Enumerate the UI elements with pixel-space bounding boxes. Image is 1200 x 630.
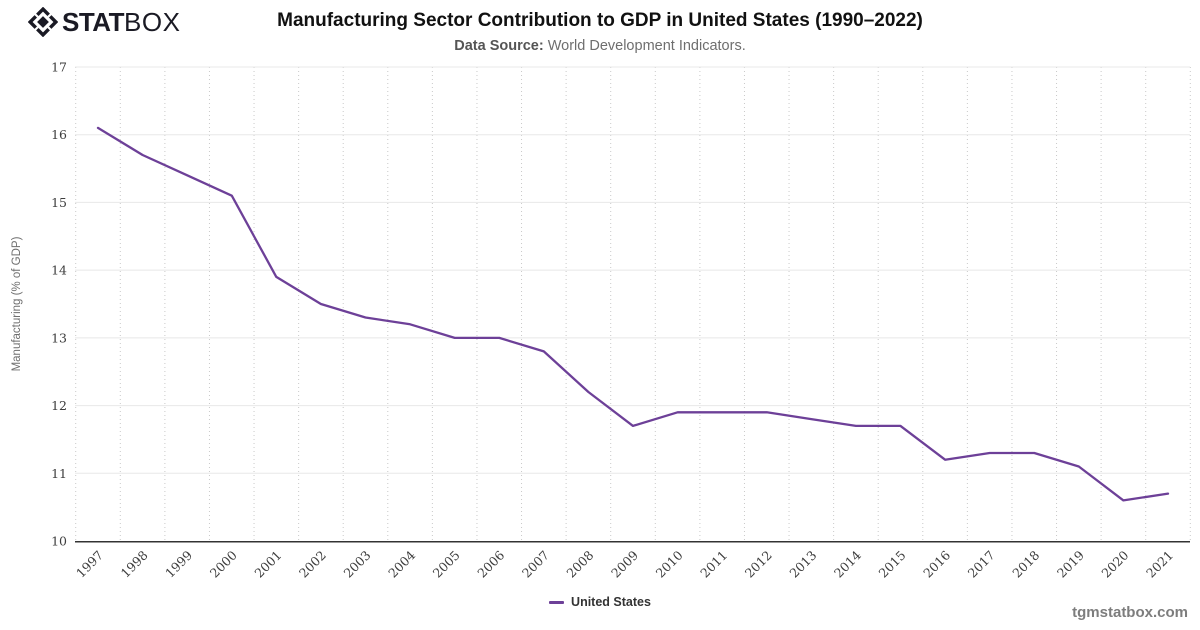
legend: United States — [0, 595, 1200, 609]
x-tick-label: 2012 — [742, 548, 775, 581]
y-tick-label: 11 — [51, 466, 67, 481]
x-tick-label: 2010 — [653, 547, 686, 580]
legend-series-label: United States — [571, 595, 651, 609]
x-tick-label: 2007 — [519, 547, 552, 580]
x-tick-label: 2014 — [831, 547, 864, 580]
x-tick-label: 2003 — [341, 547, 374, 580]
x-tick-label: 1999 — [162, 547, 195, 580]
logo-stat-text: STAT — [62, 7, 125, 37]
x-tick-label: 1998 — [118, 547, 151, 580]
data-source-value: World Development Indicators. — [547, 38, 746, 54]
x-tick-label: 2001 — [251, 548, 284, 581]
legend-line-swatch — [549, 600, 565, 604]
x-tick-label: 2002 — [296, 548, 329, 581]
x-tick-label: 2011 — [697, 548, 730, 581]
x-tick-label: 2004 — [385, 547, 418, 580]
x-tick-label: 2008 — [563, 547, 596, 580]
x-tick-label: 2000 — [207, 547, 240, 580]
chart-subtitle: Data Source: World Development Indicator… — [0, 38, 1200, 54]
x-tick-label: 2013 — [786, 547, 819, 580]
x-tick-label: 2015 — [876, 548, 909, 581]
statbox-diamond-icon — [28, 7, 58, 37]
y-tick-label: 17 — [51, 60, 67, 75]
x-tick-label: 2016 — [920, 547, 953, 580]
x-tick-label: 2017 — [965, 547, 998, 580]
chart-header: Manufacturing Sector Contribution to GDP… — [0, 0, 1200, 54]
y-tick-label: 15 — [51, 195, 67, 210]
chart-title: Manufacturing Sector Contribution to GDP… — [277, 10, 923, 31]
statbox-logo: STATBOX — [28, 7, 180, 37]
x-tick-label: 2005 — [430, 548, 463, 581]
logo-wordmark: STATBOX — [62, 7, 180, 37]
y-tick-label: 12 — [51, 398, 67, 413]
y-axis-title: Manufacturing (% of GDP) — [11, 236, 23, 371]
series-line — [96, 126, 1170, 502]
x-tick-label: 2018 — [1009, 547, 1042, 580]
y-tick-label: 13 — [51, 330, 67, 345]
watermark-site-text: tgmstatbox.com — [1072, 604, 1188, 621]
y-tick-label: 14 — [51, 263, 67, 278]
line-chart-plot: 10 11 12 13 14 15 16 17 1997 1998 1999 2000 2001 2002… — [11, 60, 1191, 581]
data-source-label: Data Source: — [454, 38, 544, 54]
x-tick-label: 2006 — [474, 547, 507, 580]
x-tick-label: 2019 — [1054, 547, 1087, 580]
x-tick-label: 2020 — [1098, 547, 1131, 580]
y-tick-label: 10 — [51, 534, 67, 549]
y-tick-label: 16 — [51, 127, 67, 142]
x-tick-label: 1997 — [73, 547, 106, 580]
logo-box-text: BOX — [124, 7, 181, 37]
x-tick-label: 2021 — [1143, 548, 1176, 581]
x-tick-label: 2009 — [608, 547, 641, 580]
